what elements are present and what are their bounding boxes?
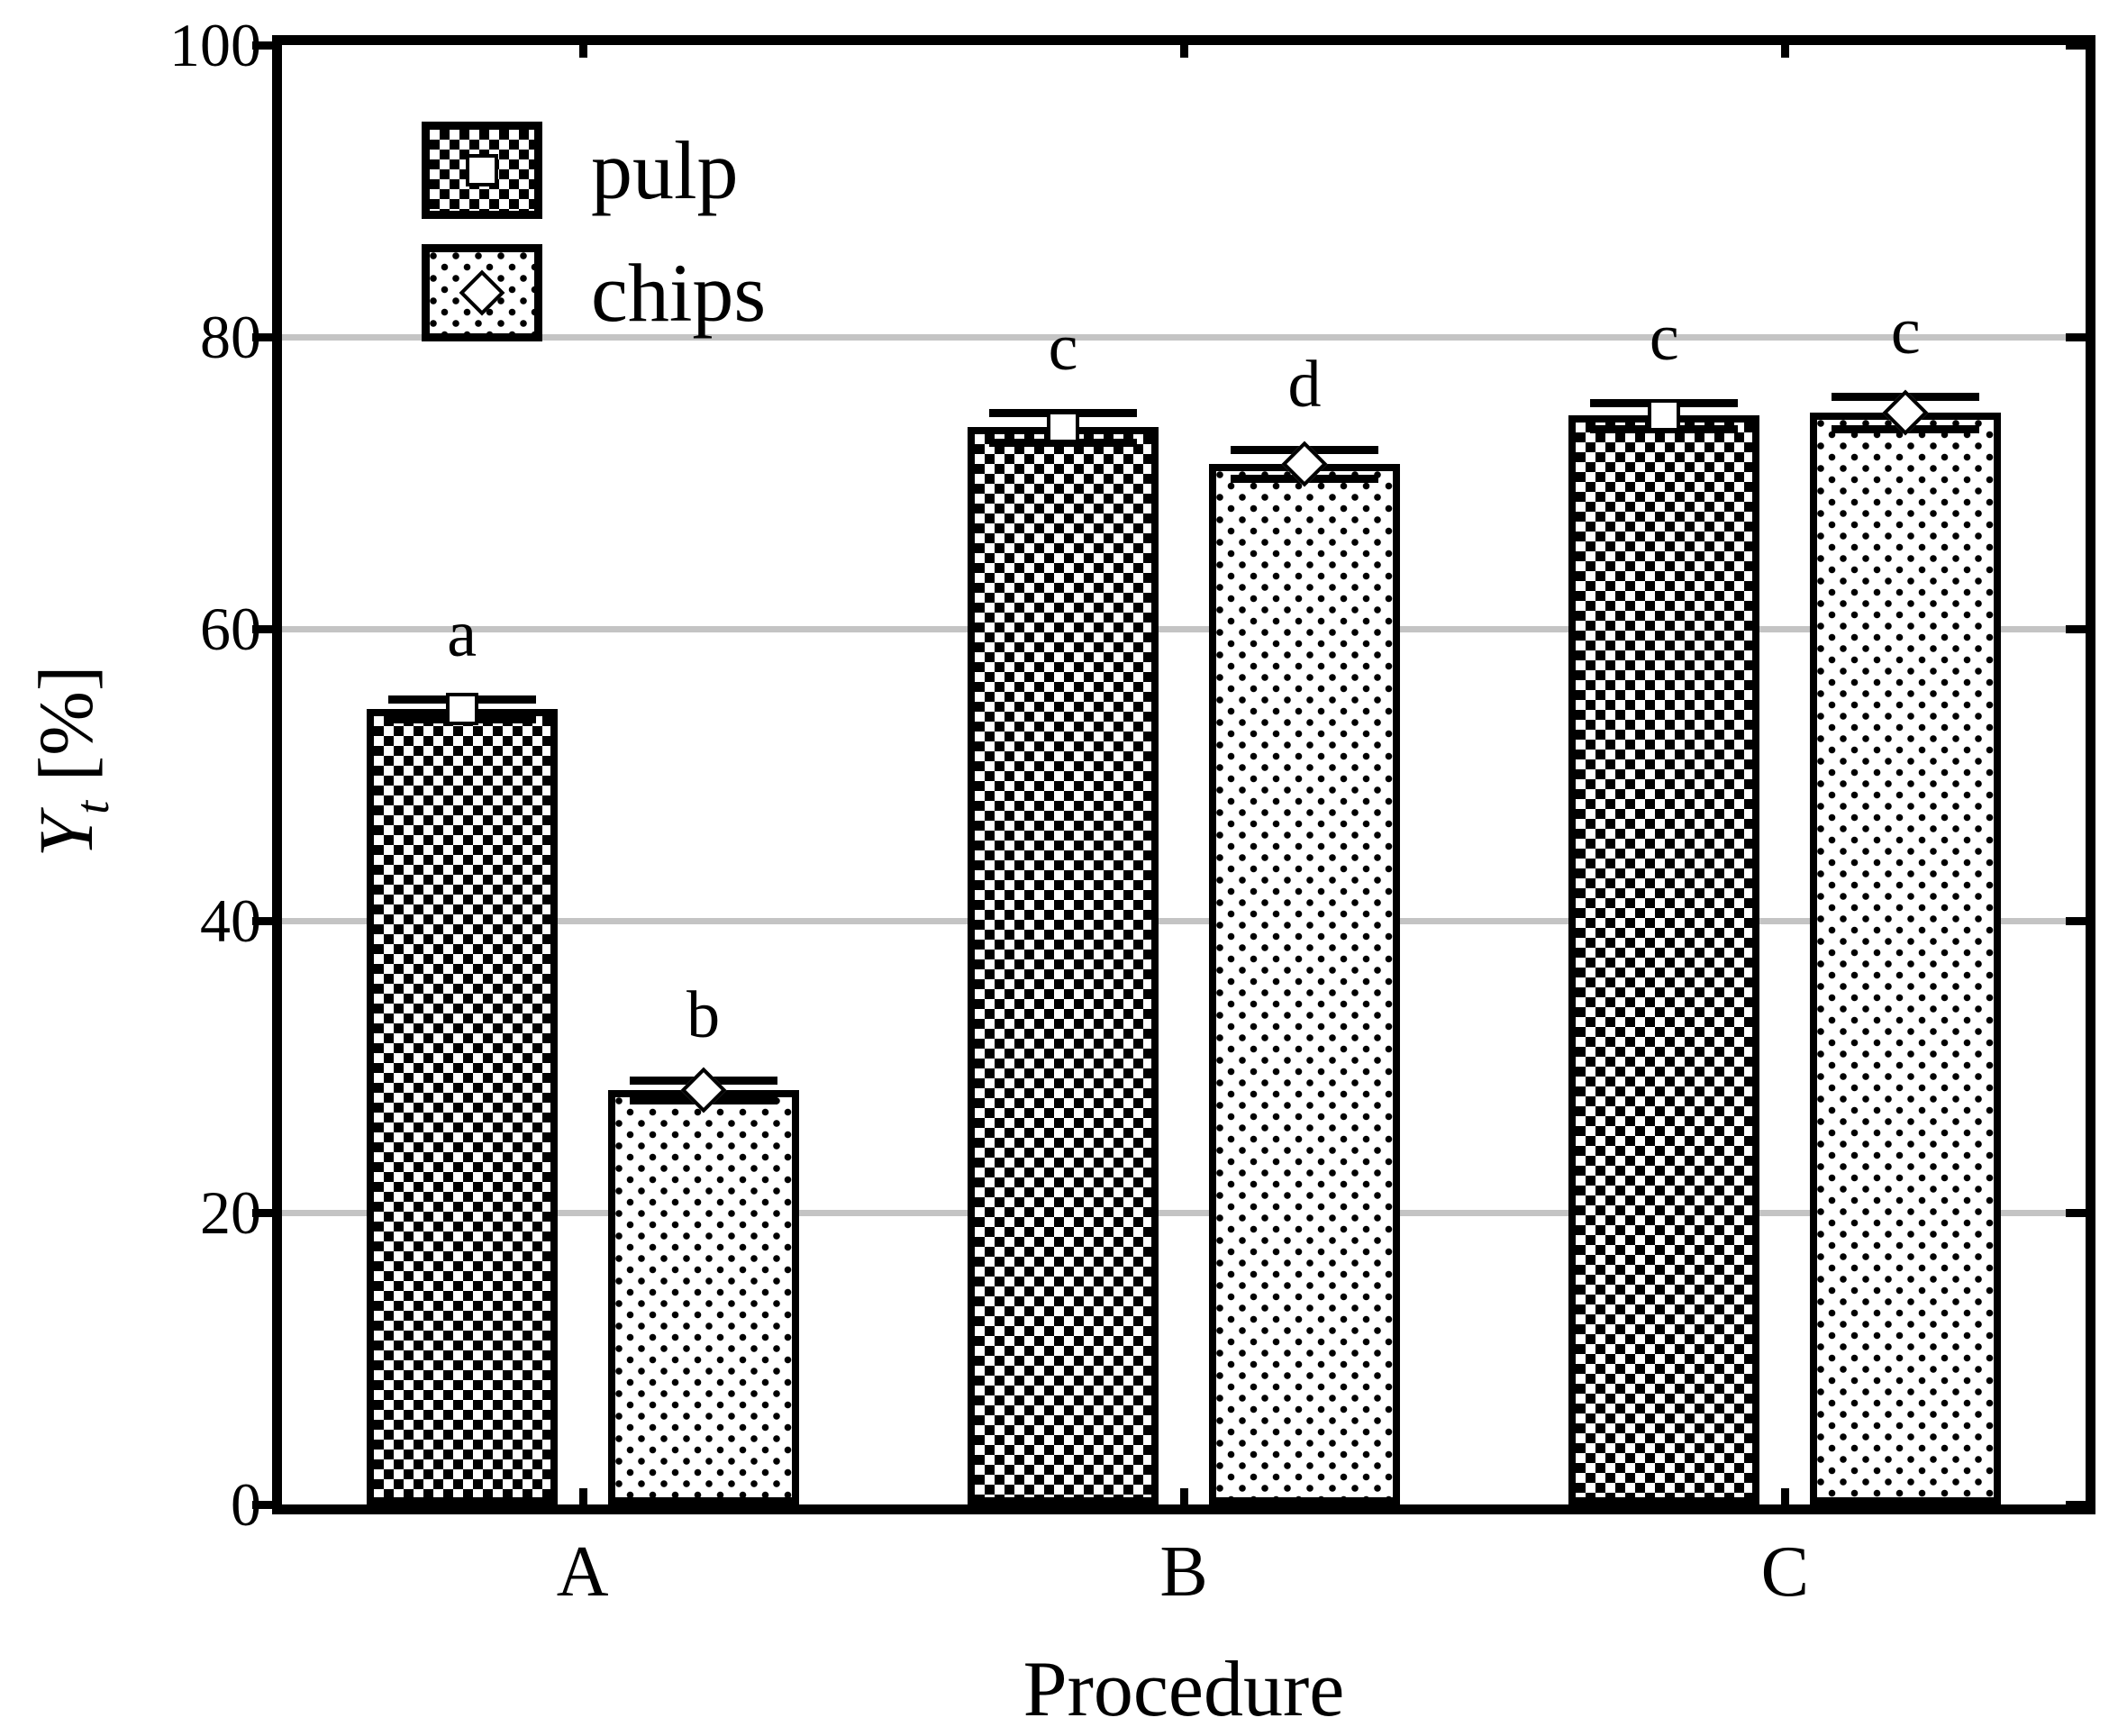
- y-tick-label-20: 20: [200, 1178, 261, 1247]
- y-tick-label-100: 100: [169, 11, 261, 79]
- y-tick-label-0: 0: [231, 1470, 261, 1539]
- square-marker-icon: [445, 693, 478, 726]
- sig-letter-pulp-B: c: [1048, 311, 1078, 386]
- y-axis-tick-left-100: [252, 41, 272, 50]
- mean-marker-chips-C: [1882, 389, 1929, 436]
- y-axis-tick-left-0: [252, 1501, 272, 1509]
- bar-pulp-A: [366, 709, 558, 1504]
- x-axis-tick-top-B: [1180, 45, 1188, 58]
- diamond-marker-icon: [1281, 441, 1328, 487]
- mean-marker-pulp-A: [445, 693, 478, 726]
- bar-chips-C: [1810, 413, 2002, 1504]
- y-axis-tick-right-100: [2066, 41, 2086, 50]
- mean-marker-chips-B: [1281, 441, 1328, 487]
- sig-letter-chips-B: d: [1287, 347, 1322, 422]
- bar-pulp-B: [968, 427, 1159, 1504]
- square-marker-icon: [1648, 399, 1681, 432]
- bar-chips-A: [607, 1089, 799, 1504]
- x-axis-tick-top-A: [578, 45, 587, 58]
- diamond-marker-icon: [459, 269, 505, 316]
- x-axis-tick-bottom-B: [1180, 1488, 1188, 1504]
- y-axis-tick-left-80: [252, 333, 272, 341]
- y-axis-title-symbol: Y: [23, 813, 109, 858]
- square-marker-icon: [466, 154, 498, 186]
- y-axis-tick-right-0: [2066, 1501, 2086, 1509]
- bar-chips-B: [1209, 463, 1400, 1504]
- square-marker-icon: [1047, 411, 1079, 444]
- y-tick-label-80: 80: [200, 303, 261, 371]
- y-axis-tick-right-80: [2066, 333, 2086, 341]
- y-axis-tick-left-20: [252, 1209, 272, 1217]
- plot-area: pulp chips a b c d c c: [252, 35, 2095, 1514]
- legend-label-chips: chips: [591, 247, 767, 339]
- diamond-marker-icon: [1882, 389, 1929, 436]
- bar-pulp-C: [1568, 415, 1760, 1504]
- gridline-y-60: [282, 626, 2086, 632]
- mean-marker-chips-A: [680, 1067, 727, 1113]
- x-tick-label-A: A: [556, 1532, 609, 1612]
- y-axis-tick-left-60: [252, 625, 272, 633]
- y-axis-tick-right-40: [2066, 917, 2086, 925]
- x-axis-tick-bottom-C: [1781, 1488, 1790, 1504]
- legend-swatch-chips: [422, 244, 542, 341]
- y-tick-label-40: 40: [200, 886, 261, 955]
- legend-swatch-pulp: [422, 122, 542, 219]
- y-axis-tick-left-40: [252, 917, 272, 925]
- y-axis-tick-right-20: [2066, 1209, 2086, 1217]
- sig-letter-pulp-C: c: [1649, 300, 1679, 375]
- gridline-y-80: [282, 334, 2086, 341]
- x-axis-title: Procedure: [1023, 1646, 1345, 1733]
- x-tick-label-C: C: [1760, 1532, 1809, 1612]
- legend: pulp chips: [422, 122, 766, 367]
- x-axis-tick-top-C: [1781, 45, 1790, 58]
- mean-marker-pulp-C: [1648, 399, 1681, 432]
- y-axis-title-unit: [%]: [23, 665, 109, 801]
- legend-label-pulp: pulp: [591, 124, 739, 216]
- y-axis-tick-right-60: [2066, 625, 2086, 633]
- gridline-y-40: [282, 918, 2086, 924]
- legend-item-pulp: pulp: [422, 122, 766, 219]
- x-axis-tick-bottom-A: [578, 1488, 587, 1504]
- sig-letter-pulp-A: a: [447, 596, 477, 671]
- diamond-marker-icon: [680, 1067, 727, 1113]
- legend-item-chips: chips: [422, 244, 766, 341]
- y-axis-title-subscript: t: [65, 800, 120, 814]
- y-tick-label-60: 60: [200, 595, 261, 663]
- sig-letter-chips-C: c: [1890, 295, 1921, 369]
- gridline-y-20: [282, 1210, 2086, 1216]
- sig-letter-chips-A: b: [686, 977, 721, 1052]
- mean-marker-pulp-B: [1047, 411, 1079, 444]
- x-tick-label-B: B: [1159, 1532, 1208, 1612]
